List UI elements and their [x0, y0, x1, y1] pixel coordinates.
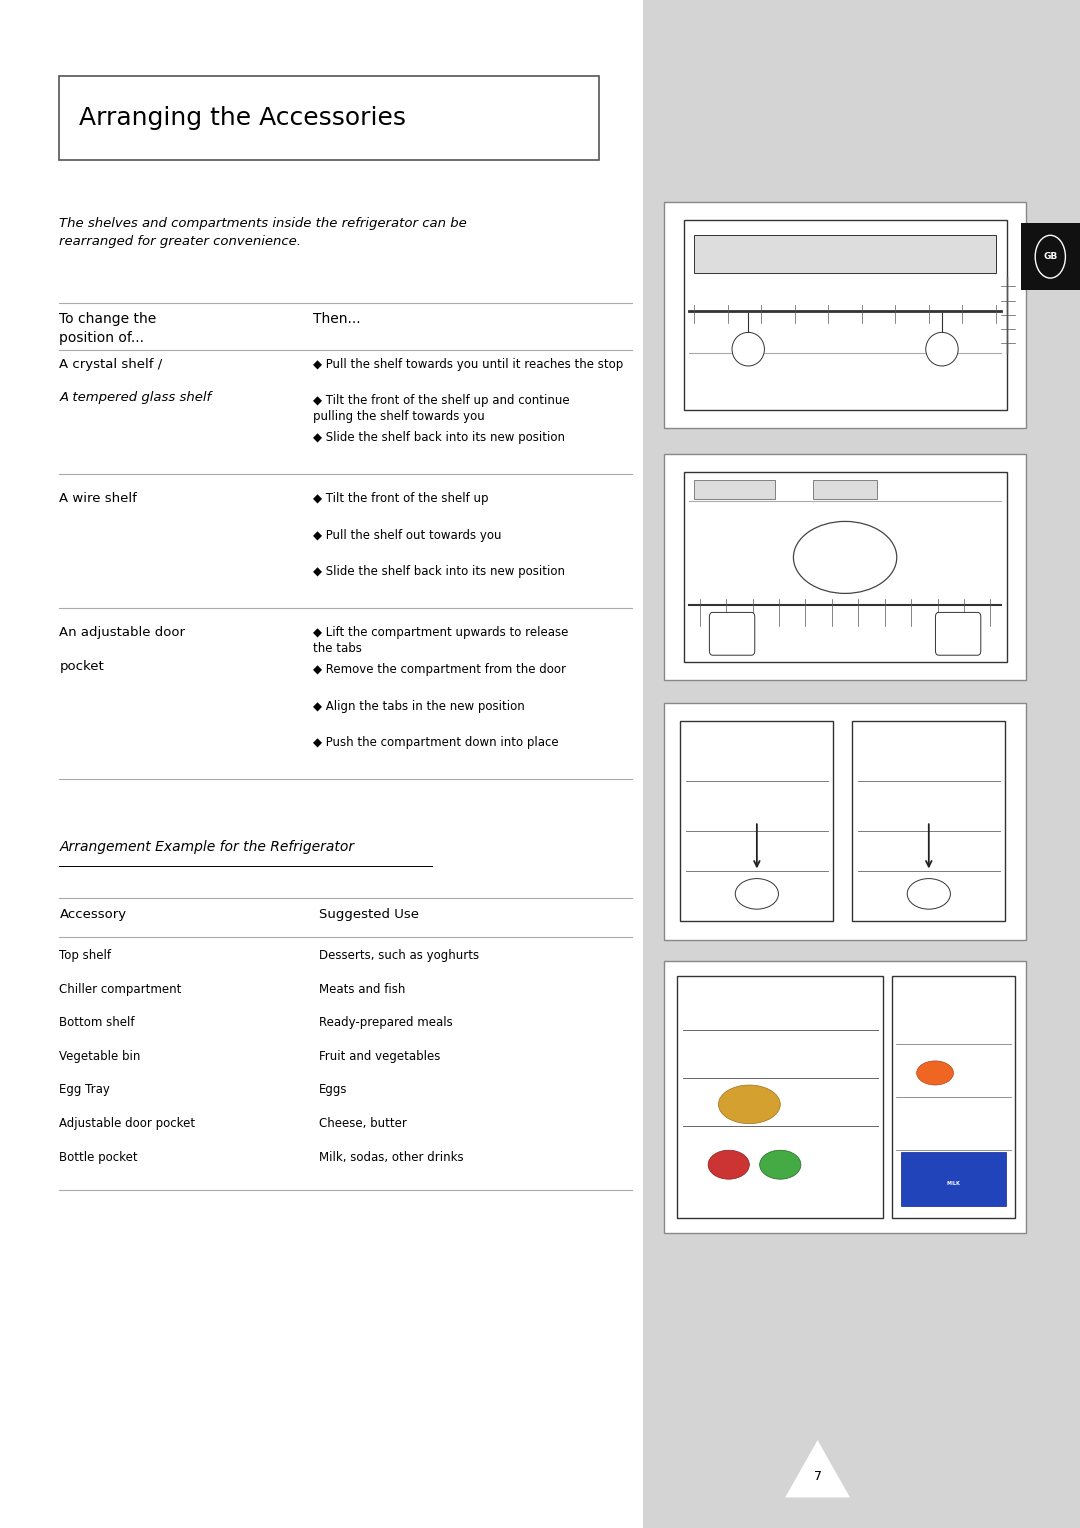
- Text: Vegetable bin: Vegetable bin: [59, 1050, 140, 1063]
- Text: Eggs: Eggs: [319, 1083, 347, 1097]
- Text: GB: GB: [1043, 252, 1057, 261]
- Bar: [694, 235, 996, 274]
- Ellipse shape: [735, 879, 779, 909]
- Bar: [664, 202, 1026, 428]
- Text: Suggested Use: Suggested Use: [319, 908, 419, 921]
- Bar: [892, 976, 1015, 1218]
- Text: Desserts, such as yoghurts: Desserts, such as yoghurts: [319, 949, 478, 963]
- Text: Top shelf: Top shelf: [59, 949, 111, 963]
- Text: Arranging the Accessories: Arranging the Accessories: [79, 107, 406, 130]
- Bar: [664, 703, 1026, 940]
- Bar: [694, 480, 775, 498]
- Ellipse shape: [759, 1151, 801, 1180]
- Text: Chiller compartment: Chiller compartment: [59, 983, 181, 996]
- FancyBboxPatch shape: [710, 613, 755, 656]
- Bar: [643, 0, 1080, 1528]
- Bar: [680, 721, 834, 921]
- Text: ◆ Pull the shelf out towards you: ◆ Pull the shelf out towards you: [313, 529, 502, 542]
- Text: Adjustable door pocket: Adjustable door pocket: [59, 1117, 195, 1131]
- Text: A crystal shelf /: A crystal shelf /: [59, 358, 163, 371]
- Text: Bottle pocket: Bottle pocket: [59, 1151, 138, 1164]
- Text: 7: 7: [813, 1470, 822, 1482]
- Text: ◆ Remove the compartment from the door: ◆ Remove the compartment from the door: [313, 663, 566, 677]
- FancyBboxPatch shape: [59, 76, 599, 160]
- Bar: [664, 961, 1026, 1233]
- Text: pocket: pocket: [59, 660, 104, 674]
- Polygon shape: [785, 1439, 850, 1497]
- Bar: [901, 1152, 1007, 1206]
- Text: Arrangement Example for the Refrigerator: Arrangement Example for the Refrigerator: [59, 840, 354, 854]
- Text: ◆ Slide the shelf back into its new position: ◆ Slide the shelf back into its new posi…: [313, 431, 565, 445]
- Bar: [852, 721, 1005, 921]
- Text: Meats and fish: Meats and fish: [319, 983, 405, 996]
- Ellipse shape: [732, 333, 765, 367]
- Bar: [677, 976, 883, 1218]
- Text: ◆ Slide the shelf back into its new position: ◆ Slide the shelf back into its new posi…: [313, 565, 565, 579]
- Text: Egg Tray: Egg Tray: [59, 1083, 110, 1097]
- Text: ◆ Lift the compartment upwards to release
the tabs: ◆ Lift the compartment upwards to releas…: [313, 626, 568, 656]
- Text: Bottom shelf: Bottom shelf: [59, 1016, 135, 1030]
- Bar: [813, 480, 877, 498]
- Ellipse shape: [708, 1151, 750, 1180]
- Ellipse shape: [926, 333, 958, 367]
- Text: Cheese, butter: Cheese, butter: [319, 1117, 406, 1131]
- Text: Fruit and vegetables: Fruit and vegetables: [319, 1050, 440, 1063]
- FancyBboxPatch shape: [935, 613, 981, 656]
- Ellipse shape: [907, 879, 950, 909]
- Text: An adjustable door: An adjustable door: [59, 626, 186, 640]
- Text: A tempered glass shelf: A tempered glass shelf: [59, 391, 212, 405]
- Text: ◆ Tilt the front of the shelf up: ◆ Tilt the front of the shelf up: [313, 492, 488, 506]
- Ellipse shape: [718, 1085, 780, 1123]
- Text: ◆ Pull the shelf towards you until it reaches the stop: ◆ Pull the shelf towards you until it re…: [313, 358, 623, 371]
- Ellipse shape: [917, 1060, 954, 1085]
- Bar: [684, 220, 1007, 410]
- Text: Ready-prepared meals: Ready-prepared meals: [319, 1016, 453, 1030]
- Text: Accessory: Accessory: [59, 908, 126, 921]
- Text: MILK: MILK: [947, 1181, 960, 1186]
- Bar: [1021, 223, 1080, 290]
- Bar: [684, 472, 1007, 662]
- Text: Then...: Then...: [313, 312, 361, 325]
- Bar: [664, 454, 1026, 680]
- Text: ◆ Push the compartment down into place: ◆ Push the compartment down into place: [313, 736, 558, 750]
- Text: Milk, sodas, other drinks: Milk, sodas, other drinks: [319, 1151, 463, 1164]
- Text: ◆ Tilt the front of the shelf up and continue
pulling the shelf towards you: ◆ Tilt the front of the shelf up and con…: [313, 394, 570, 423]
- Text: To change the
position of...: To change the position of...: [59, 312, 157, 345]
- Text: The shelves and compartments inside the refrigerator can be
rearranged for great: The shelves and compartments inside the …: [59, 217, 468, 248]
- Text: A wire shelf: A wire shelf: [59, 492, 137, 506]
- Text: ◆ Align the tabs in the new position: ◆ Align the tabs in the new position: [313, 700, 525, 714]
